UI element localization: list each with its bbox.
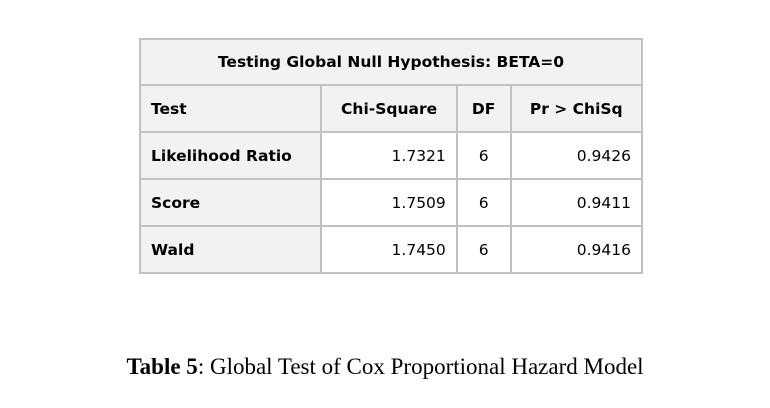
- p-value: 0.9416: [509, 225, 644, 274]
- chi-square-value: 1.7321: [320, 131, 458, 180]
- header-test: Test: [138, 84, 323, 133]
- table-title-row: Testing Global Null Hypothesis: BETA=0: [139, 38, 643, 86]
- df-value: 6: [455, 178, 512, 227]
- row-label: Wald: [138, 225, 323, 274]
- table-row: Score 1.7509 6 0.9411: [138, 178, 644, 227]
- table-row: Wald 1.7450 6 0.9416: [138, 225, 644, 274]
- df-value: 6: [455, 131, 512, 180]
- chi-square-value: 1.7450: [320, 225, 458, 274]
- caption-text: : Global Test of Cox Proportional Hazard…: [197, 354, 644, 379]
- header-chi-square: Chi-Square: [320, 84, 458, 133]
- table-header-row: Test Chi-Square DF Pr > ChiSq: [138, 84, 644, 133]
- p-value: 0.9411: [509, 178, 644, 227]
- chi-square-value: 1.7509: [320, 178, 458, 227]
- p-value: 0.9426: [509, 131, 644, 180]
- row-label: Likelihood Ratio: [138, 131, 323, 180]
- row-label: Score: [138, 178, 323, 227]
- table-caption: Table 5: Global Test of Cox Proportional…: [0, 354, 770, 380]
- table-row: Likelihood Ratio 1.7321 6 0.9426: [138, 131, 644, 180]
- header-p-value: Pr > ChiSq: [509, 84, 644, 133]
- caption-label: Table 5: [126, 354, 198, 379]
- header-df: DF: [455, 84, 512, 133]
- df-value: 6: [455, 225, 512, 274]
- table-title: Testing Global Null Hypothesis: BETA=0: [139, 38, 643, 86]
- global-null-hypothesis-table: Testing Global Null Hypothesis: BETA=0 T…: [138, 38, 644, 274]
